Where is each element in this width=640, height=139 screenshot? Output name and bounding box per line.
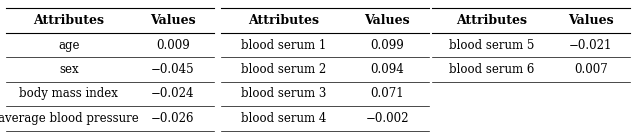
Text: sex: sex — [59, 63, 79, 76]
Text: Values: Values — [364, 14, 410, 27]
Text: −0.045: −0.045 — [151, 63, 195, 76]
Text: 0.099: 0.099 — [371, 39, 404, 52]
Text: Values: Values — [150, 14, 196, 27]
Text: 0.094: 0.094 — [371, 63, 404, 76]
Text: −0.002: −0.002 — [365, 112, 409, 125]
Text: age: age — [58, 39, 79, 52]
Text: blood serum 4: blood serum 4 — [241, 112, 326, 125]
Text: Attributes: Attributes — [456, 14, 527, 27]
Text: 0.071: 0.071 — [371, 87, 404, 100]
Text: blood serum 3: blood serum 3 — [241, 87, 326, 100]
Text: 0.007: 0.007 — [574, 63, 607, 76]
Text: 0.009: 0.009 — [156, 39, 189, 52]
Text: −0.021: −0.021 — [569, 39, 612, 52]
Text: −0.024: −0.024 — [151, 87, 195, 100]
Text: Values: Values — [568, 14, 614, 27]
Text: blood serum 1: blood serum 1 — [241, 39, 326, 52]
Text: blood serum 2: blood serum 2 — [241, 63, 326, 76]
Text: blood serum 5: blood serum 5 — [449, 39, 534, 52]
Text: Attributes: Attributes — [33, 14, 104, 27]
Text: average blood pressure: average blood pressure — [0, 112, 139, 125]
Text: blood serum 6: blood serum 6 — [449, 63, 534, 76]
Text: Attributes: Attributes — [248, 14, 319, 27]
Text: body mass index: body mass index — [19, 87, 118, 100]
Text: −0.026: −0.026 — [151, 112, 195, 125]
